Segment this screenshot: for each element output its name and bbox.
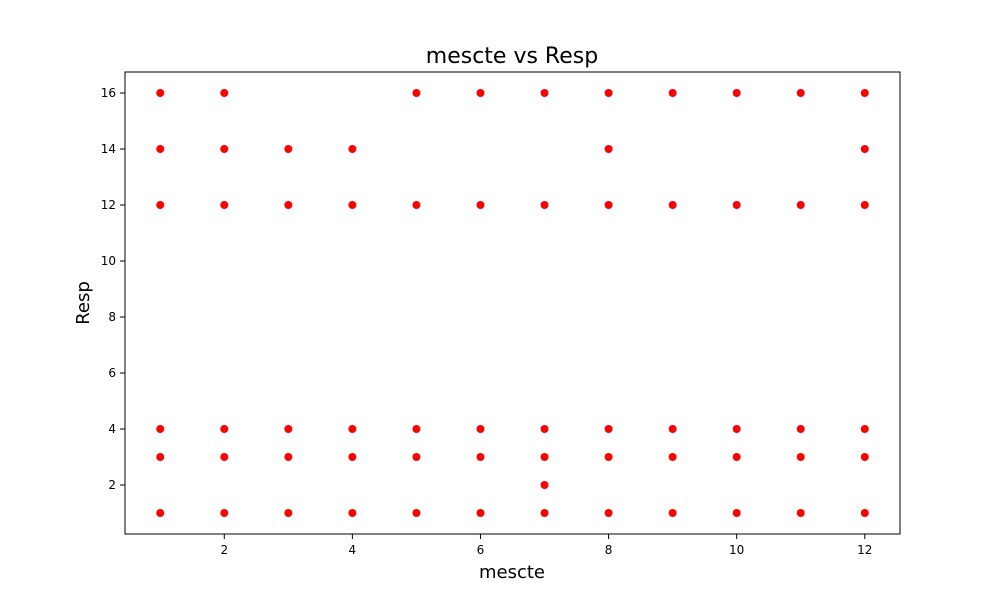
data-point xyxy=(284,201,293,209)
x-tick-label: 8 xyxy=(605,543,613,557)
data-point xyxy=(604,145,613,153)
data-point xyxy=(220,425,229,433)
data-point xyxy=(796,453,805,461)
data-point xyxy=(284,509,293,517)
y-tick-label: 16 xyxy=(101,86,116,100)
data-point xyxy=(348,201,357,209)
data-point xyxy=(796,425,805,433)
data-point xyxy=(604,201,613,209)
data-point xyxy=(540,425,549,433)
data-point xyxy=(156,201,165,209)
x-tick-label: 10 xyxy=(729,543,744,557)
data-point xyxy=(476,201,485,209)
data-point xyxy=(540,89,549,97)
data-point xyxy=(860,509,869,517)
data-point xyxy=(604,509,613,517)
data-point xyxy=(732,89,741,97)
data-point xyxy=(284,425,293,433)
data-point xyxy=(220,89,229,97)
data-point xyxy=(476,509,485,517)
data-point xyxy=(220,201,229,209)
y-tick-label: 2 xyxy=(108,478,116,492)
data-point xyxy=(732,509,741,517)
data-point xyxy=(796,89,805,97)
chart-title: mescte vs Resp xyxy=(426,44,598,69)
data-point xyxy=(156,425,165,433)
data-point xyxy=(796,509,805,517)
data-point xyxy=(156,509,165,517)
data-point xyxy=(732,201,741,209)
x-axis-label: mescte xyxy=(479,562,545,583)
data-point xyxy=(668,509,677,517)
data-point xyxy=(412,425,421,433)
data-point xyxy=(156,89,165,97)
data-point xyxy=(732,425,741,433)
data-point xyxy=(860,425,869,433)
data-point xyxy=(476,89,485,97)
data-point xyxy=(668,425,677,433)
data-point xyxy=(156,145,165,153)
data-point xyxy=(412,509,421,517)
data-point xyxy=(860,201,869,209)
data-point xyxy=(668,201,677,209)
data-point xyxy=(604,425,613,433)
points-layer xyxy=(156,89,869,517)
plot-area-frame xyxy=(124,71,901,535)
data-point xyxy=(476,453,485,461)
data-point xyxy=(284,145,293,153)
data-point xyxy=(604,89,613,97)
data-point xyxy=(668,453,677,461)
y-tick-label: 10 xyxy=(101,254,116,268)
x-tick-label: 2 xyxy=(220,543,228,557)
data-point xyxy=(860,453,869,461)
data-point xyxy=(476,425,485,433)
y-tick-label: 14 xyxy=(101,142,116,156)
data-point xyxy=(412,201,421,209)
data-point xyxy=(284,453,293,461)
data-point xyxy=(156,453,165,461)
x-tick-label: 6 xyxy=(477,543,485,557)
y-tick-label: 12 xyxy=(101,198,116,212)
data-point xyxy=(220,509,229,517)
data-point xyxy=(668,89,677,97)
data-point xyxy=(220,145,229,153)
data-point xyxy=(796,201,805,209)
y-axis-ticks: 2 4 6 8 10 12 14 16 xyxy=(101,86,125,492)
data-point xyxy=(348,509,357,517)
x-tick-label: 12 xyxy=(857,543,872,557)
data-point xyxy=(540,201,549,209)
data-point xyxy=(348,425,357,433)
data-point xyxy=(412,89,421,97)
data-point xyxy=(604,453,613,461)
x-axis-ticks: 2 4 6 8 10 12 xyxy=(220,534,872,557)
x-tick-label: 4 xyxy=(349,543,357,557)
data-point xyxy=(412,453,421,461)
data-point xyxy=(348,145,357,153)
data-point xyxy=(860,145,869,153)
data-point xyxy=(540,509,549,517)
data-point xyxy=(860,89,869,97)
y-axis-label: Resp xyxy=(73,281,94,325)
y-tick-label: 8 xyxy=(108,310,116,324)
y-tick-label: 6 xyxy=(108,366,116,380)
data-point xyxy=(348,453,357,461)
y-tick-label: 4 xyxy=(108,422,116,436)
data-point xyxy=(540,481,549,489)
data-point xyxy=(540,453,549,461)
data-point xyxy=(220,453,229,461)
data-point xyxy=(732,453,741,461)
